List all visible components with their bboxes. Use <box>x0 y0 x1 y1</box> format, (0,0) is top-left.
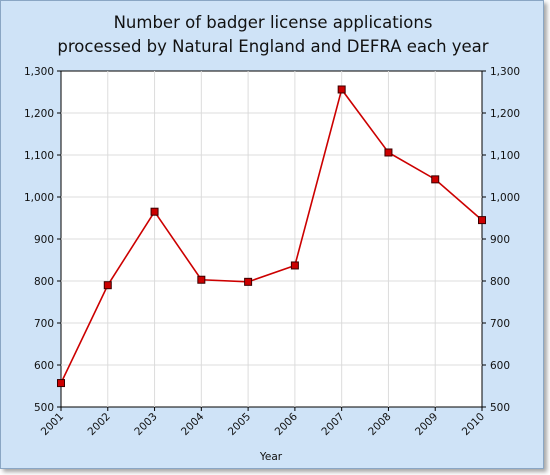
x-tick-label: 2003 <box>132 411 159 438</box>
chart-frame: Number of badger license applications pr… <box>0 0 544 469</box>
y-tick-label-left: 1,100 <box>24 150 54 162</box>
y-tick-label-right: 700 <box>490 318 510 330</box>
data-point-marker <box>57 379 65 388</box>
y-tick-label-left: 600 <box>34 360 54 372</box>
x-tick-label: 2005 <box>226 411 253 438</box>
x-tick-label: 2002 <box>86 411 113 438</box>
data-point-marker <box>431 175 440 184</box>
y-tick-label-right: 1,300 <box>490 66 520 78</box>
y-tick-label-right: 1,200 <box>490 108 520 120</box>
data-point-marker <box>384 148 393 157</box>
y-tick-label-right: 1,000 <box>490 192 520 204</box>
y-tick-label-right: 1,100 <box>490 150 520 162</box>
data-point-marker <box>244 277 253 286</box>
x-tick-label: 2001 <box>39 411 66 438</box>
chart-title-line-1: Number of badger license applications <box>114 13 433 32</box>
y-tick-label-right: 600 <box>490 360 510 372</box>
series-layer <box>57 85 486 388</box>
data-point-marker <box>290 261 299 270</box>
x-tick-label: 2006 <box>273 410 301 438</box>
data-point-marker <box>478 216 486 225</box>
y-tick-label-left: 500 <box>34 402 54 414</box>
data-point-marker <box>197 275 206 284</box>
y-tick-label-left: 900 <box>34 234 54 246</box>
y-tick-label-right: 800 <box>490 276 510 288</box>
data-point-marker <box>337 85 346 94</box>
x-tick-label: 2009 <box>413 411 440 438</box>
data-point-marker <box>103 281 112 290</box>
grid-lines <box>61 71 482 407</box>
y-tick-label-left: 1,300 <box>24 66 54 78</box>
x-tick-label: 2007 <box>319 411 346 438</box>
y-tick-label-left: 800 <box>34 276 54 288</box>
y-tick-label-right: 900 <box>490 234 510 246</box>
x-axis-label: Year <box>259 451 283 463</box>
y-tick-label-left: 1,200 <box>24 108 54 120</box>
line-chart: Number of badger license applications pr… <box>24 13 520 463</box>
y-tick-label-left: 1,000 <box>24 192 54 204</box>
x-tick-label: 2010 <box>460 411 487 438</box>
y-tick-label-right: 500 <box>490 402 510 414</box>
x-tick-label: 2008 <box>366 411 393 438</box>
y-tick-label-left: 700 <box>34 318 54 330</box>
x-tick-label: 2004 <box>179 410 207 438</box>
chart-title-line-2: processed by Natural England and DEFRA e… <box>57 37 488 56</box>
series-line <box>60 87 483 384</box>
data-point-marker <box>150 207 159 216</box>
